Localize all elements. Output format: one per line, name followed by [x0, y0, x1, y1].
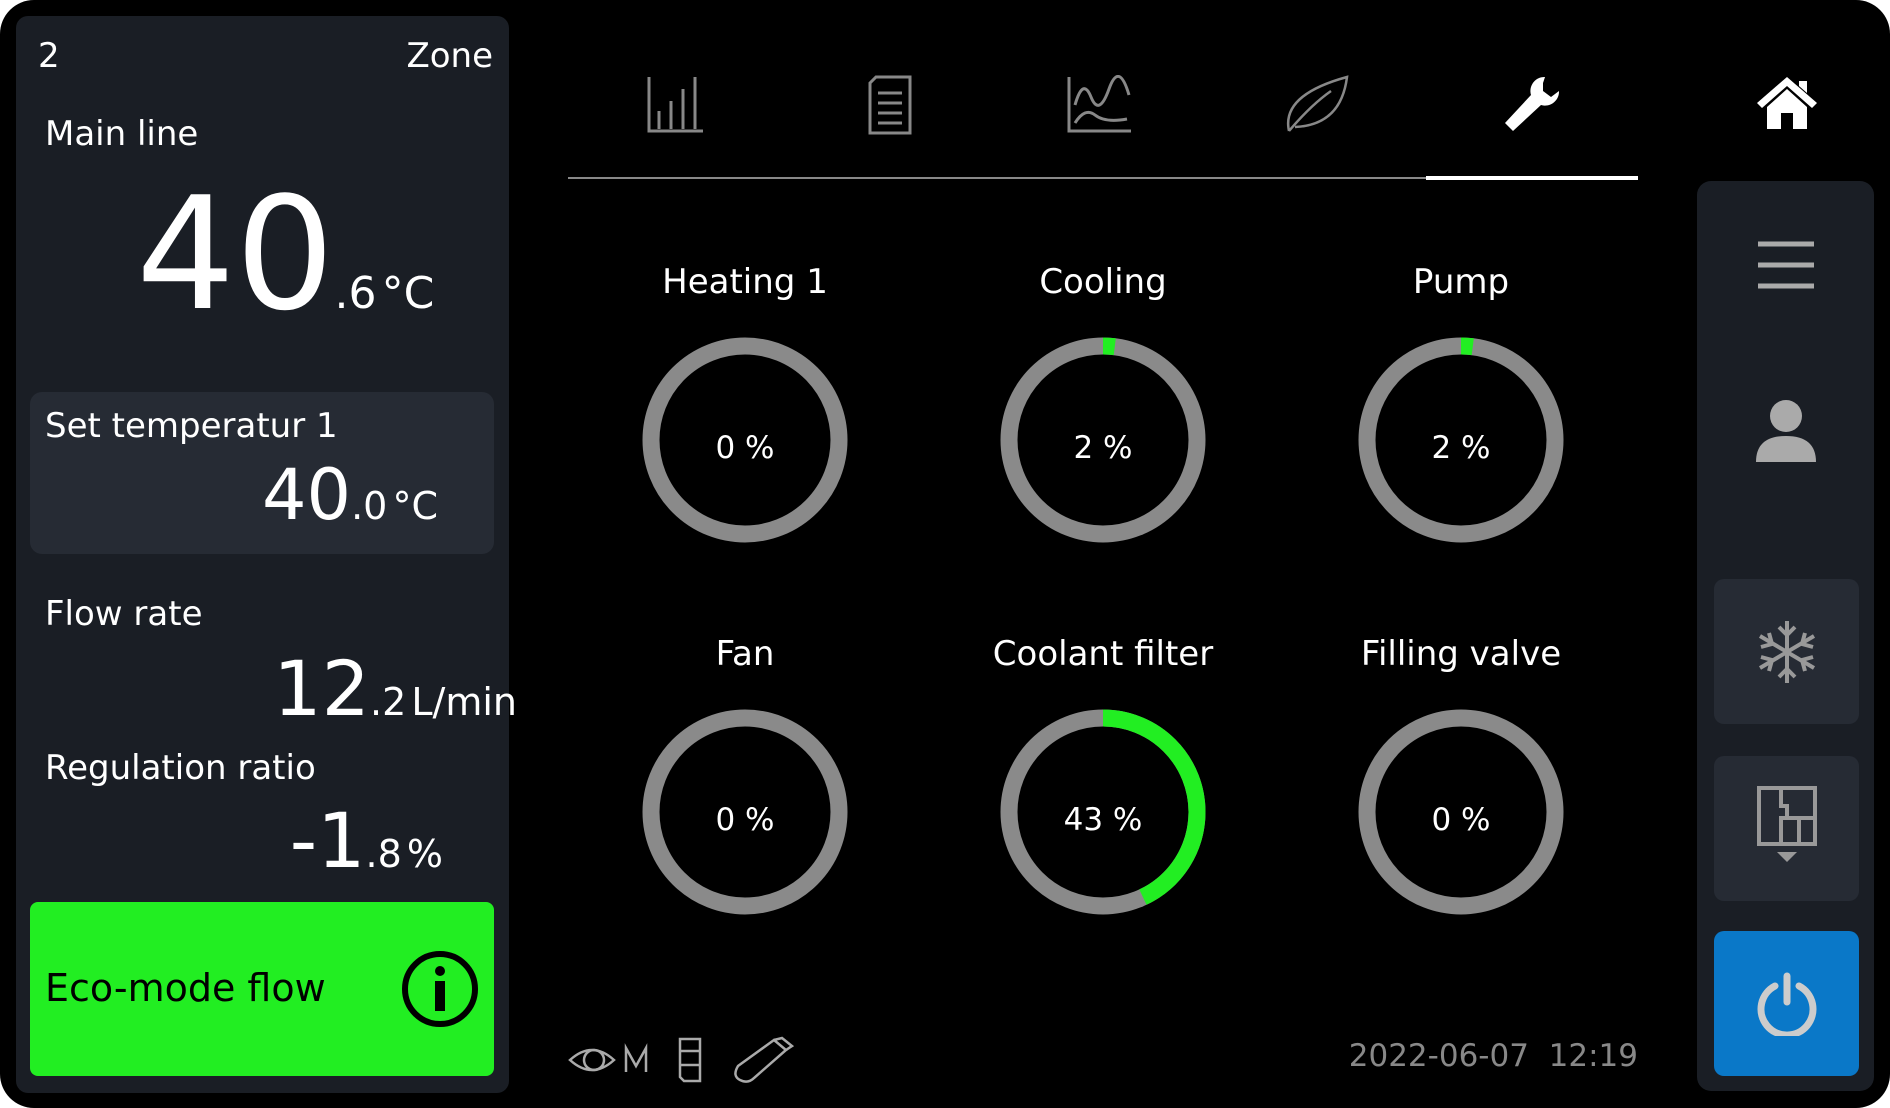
status-icons	[568, 1036, 796, 1084]
date: 2022-06-07	[1348, 1038, 1529, 1074]
active-tab-indicator	[1426, 176, 1638, 180]
tab-eco[interactable]	[1276, 70, 1356, 140]
tab-statistics[interactable]	[635, 70, 715, 140]
tab-service[interactable]	[1491, 70, 1571, 140]
gauge-track	[642, 709, 848, 915]
gauge-fan: Fan 0 %	[615, 634, 875, 954]
usb-stick-icon	[734, 1036, 795, 1083]
floor-plan-icon	[1756, 785, 1817, 862]
flow-dec: .2	[370, 680, 407, 724]
main-line-int: 40	[136, 163, 335, 345]
time: 12:19	[1548, 1038, 1638, 1074]
home-button[interactable]	[1700, 30, 1860, 178]
menu-icon	[1758, 241, 1814, 289]
eco-mode-button[interactable]: Eco-mode flow	[30, 902, 494, 1076]
leaf-icon	[1286, 75, 1349, 132]
set-temp-int: 40	[262, 454, 352, 536]
datetime: 2022-06-07 12:19	[1349, 1038, 1638, 1074]
gauge-label: Cooling	[1039, 262, 1167, 302]
flow-rate-value: 12.2 L/min	[273, 644, 517, 733]
set-temp-value: 40.0 °C	[262, 454, 438, 536]
home-icon	[1757, 77, 1817, 129]
gauge-ring	[1000, 709, 1206, 915]
snowflake-icon	[1758, 620, 1815, 683]
main-line-dec: .6	[334, 268, 377, 319]
gauge-coolant-filter: Coolant filter 43 %	[973, 634, 1233, 954]
flow-unit: L/min	[411, 680, 517, 724]
power-icon	[1757, 972, 1816, 1036]
gauge-fill	[1358, 337, 1564, 543]
gauge-ring	[642, 337, 848, 543]
flow-rate-label: Flow rate	[45, 594, 203, 634]
document-list-icon	[868, 75, 912, 135]
line-chart-icon	[1067, 75, 1131, 133]
gauge-fill	[1000, 709, 1206, 915]
gauge-ring	[1358, 337, 1564, 543]
gauge-track	[1358, 709, 1564, 915]
gauge-pump: Pump 2 %	[1331, 262, 1591, 582]
gauge-value: 0 %	[715, 430, 775, 466]
main-line-value: 40.6 °C	[136, 176, 434, 332]
gauge-value: 0 %	[1431, 802, 1491, 838]
gauge-track	[642, 337, 848, 543]
main-line-unit: °C	[381, 268, 435, 319]
gauge-label: Pump	[1412, 262, 1510, 302]
gauge-label: Heating 1	[662, 262, 828, 302]
reg-int: -1	[289, 796, 366, 885]
gauge-value: 2 %	[1073, 430, 1133, 466]
gauge-label: Fan	[715, 634, 775, 674]
wrench-icon	[1505, 76, 1560, 131]
set-temperature-card[interactable]: Set temperatur 1 40.0 °C	[30, 392, 494, 554]
zone-panel: 2 Zone Main line 40.6 °C Set temperatur …	[16, 16, 517, 1093]
gauge-value: 43 %	[1063, 802, 1143, 838]
info-icon[interactable]	[400, 949, 480, 1029]
main-line-label: Main line	[45, 114, 199, 154]
gauge-label: Coolant filter	[992, 634, 1214, 674]
cooling-button[interactable]	[1714, 579, 1859, 724]
gauge-value: 2 %	[1431, 430, 1491, 466]
reg-unit: %	[406, 832, 443, 876]
gauge-ring	[1358, 709, 1564, 915]
flow-int: 12	[273, 644, 370, 733]
gauge-fill	[1000, 337, 1206, 543]
reg-dec: .8	[365, 832, 402, 876]
gauge-label: Filling valve	[1360, 634, 1562, 674]
gauge-filling-valve: Filling valve 0 %	[1331, 634, 1591, 954]
tab-divider	[568, 177, 1638, 179]
gauge-value: 0 %	[715, 802, 775, 838]
zone-label: Zone	[406, 36, 493, 76]
floor-plan-button[interactable]	[1714, 756, 1859, 901]
regulation-ratio-label: Regulation ratio	[45, 748, 316, 788]
set-temp-label: Set temperatur 1	[45, 406, 338, 446]
tab-trend[interactable]	[1060, 70, 1140, 140]
power-button[interactable]	[1714, 931, 1859, 1076]
gauge-heating-1: Heating 1 0 %	[615, 262, 875, 582]
user-button[interactable]	[1754, 398, 1818, 468]
memory-card-icon	[678, 1037, 702, 1083]
set-temp-dec: .0	[351, 484, 388, 528]
gauge-cooling: Cooling 2 %	[973, 262, 1233, 582]
eye-m-icon	[568, 1043, 648, 1072]
bar-chart-icon	[647, 77, 703, 133]
gauge-ring	[1000, 337, 1206, 543]
gauge-ring	[642, 709, 848, 915]
set-temp-unit: °C	[392, 484, 438, 528]
regulation-ratio-value: -1.8 %	[290, 796, 443, 885]
user-icon	[1756, 400, 1816, 462]
tab-log[interactable]	[850, 70, 930, 140]
menu-button[interactable]	[1756, 240, 1816, 294]
zone-number: 2	[38, 36, 60, 76]
eco-mode-label: Eco-mode flow	[45, 966, 326, 1010]
